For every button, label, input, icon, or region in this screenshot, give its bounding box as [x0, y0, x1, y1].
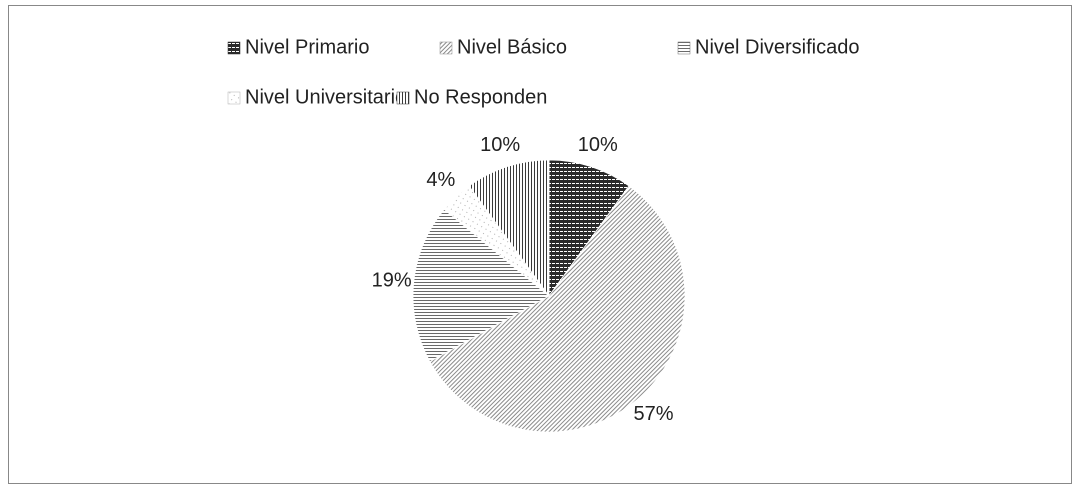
- legend-label: Nivel Básico: [457, 36, 567, 58]
- pie-slice: [429, 185, 686, 433]
- legend-swatch: [227, 41, 241, 55]
- data-label: 4%: [426, 169, 455, 191]
- pie-slice: [412, 208, 550, 363]
- pie-slice: [468, 159, 550, 298]
- legend-swatch: [677, 41, 691, 55]
- pie-slice: [548, 159, 630, 298]
- legend-swatch: [439, 41, 453, 55]
- legend-label: Nivel Diversificado: [695, 36, 860, 58]
- data-label: 10%: [578, 134, 618, 156]
- data-label: 57%: [633, 403, 673, 425]
- legend-label: Nivel Universitario: [245, 86, 406, 108]
- legend-swatch: [227, 91, 241, 105]
- legend-label: No Responden: [414, 86, 547, 108]
- data-label: 10%: [480, 134, 520, 156]
- legend-label: Nivel Primario: [245, 36, 369, 58]
- legend-swatch: [396, 91, 410, 105]
- data-label: 19%: [372, 269, 412, 291]
